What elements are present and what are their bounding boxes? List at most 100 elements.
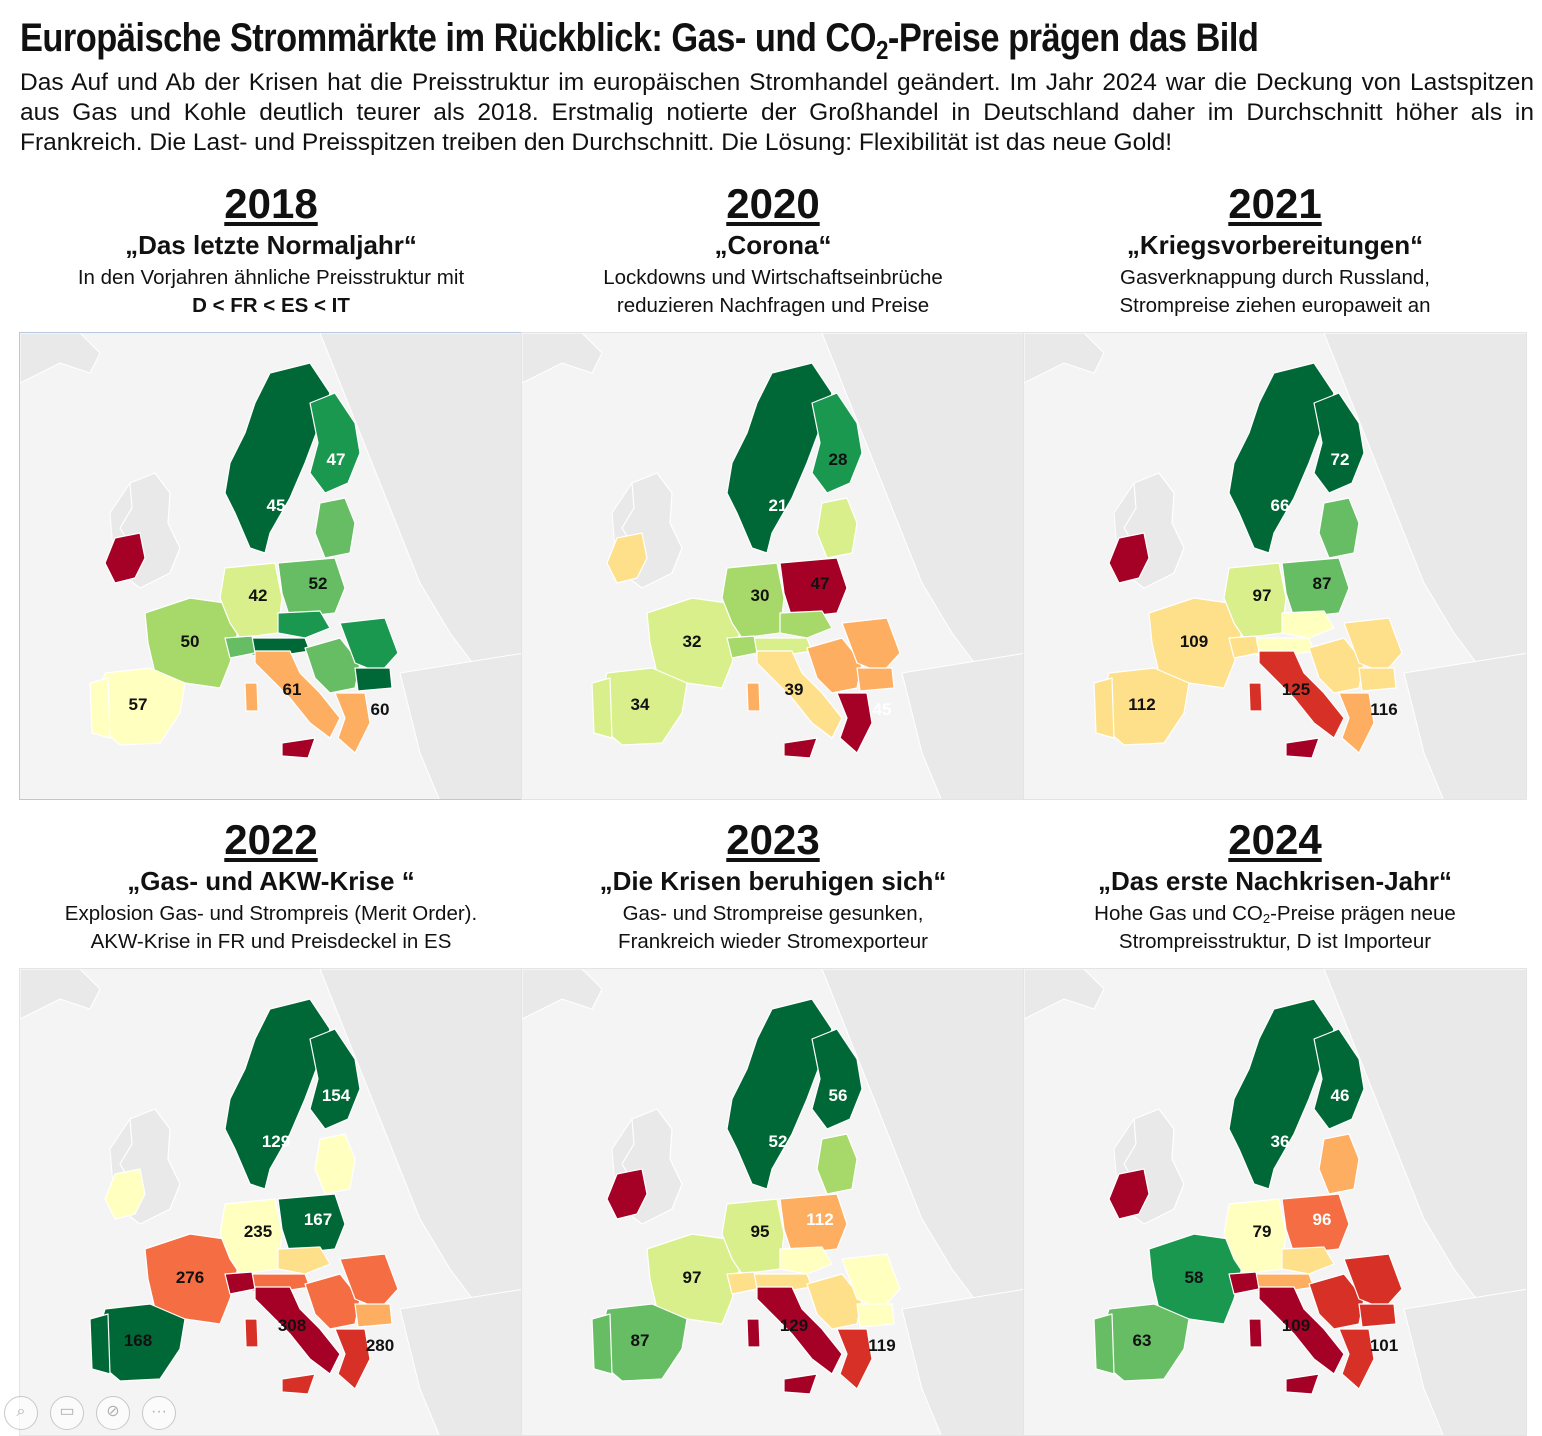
region-bg <box>1358 1303 1397 1328</box>
europe-map-svg: 56 52 95 112 97 87 129 119 <box>522 969 1024 1435</box>
panel-description-line-1: Gasverknappung durch Russland, <box>1120 266 1430 289</box>
region-sicily <box>281 737 316 759</box>
panel-year: 2022 <box>224 816 318 863</box>
price-label-fi: 154 <box>322 1086 351 1105</box>
region-pl <box>1281 1193 1350 1255</box>
region-fr <box>144 1233 241 1325</box>
region-it <box>254 1286 341 1375</box>
price-label-fi: 46 <box>1331 1086 1350 1105</box>
region-fi <box>811 1028 863 1130</box>
background-land <box>1403 652 1526 799</box>
price-label-pl: 96 <box>1313 1210 1332 1229</box>
region-fr <box>144 597 241 689</box>
background-land <box>901 1288 1024 1435</box>
region-cz <box>277 610 331 639</box>
price-label-gr: 45 <box>873 700 892 719</box>
panel-description-line-1: Explosion Gas- und Strompreis (Merit Ord… <box>64 902 478 925</box>
region-bg <box>354 667 393 692</box>
region-ie <box>606 1168 648 1220</box>
region-pt <box>591 677 613 739</box>
choropleth-map: 47 45 42 52 50 57 61 60 <box>19 332 523 800</box>
price-label-se: 36 <box>1271 1132 1290 1151</box>
price-label-es: 63 <box>1133 1331 1152 1350</box>
region-pl <box>277 557 346 619</box>
region-pt <box>1093 1313 1115 1375</box>
video-off-icon[interactable]: ⊘ <box>96 1396 130 1430</box>
region-sardinia <box>244 682 259 712</box>
price-label-fr: 32 <box>683 632 702 651</box>
price-label-de: 235 <box>244 1222 272 1241</box>
region-fi <box>309 1028 361 1130</box>
panel-subtitle: „Corona“ <box>714 230 832 260</box>
region-gr <box>1338 1328 1375 1390</box>
europe-map-svg: 154 129 235 167 276 168 308 280 <box>20 969 522 1435</box>
price-label-pl: 167 <box>304 1210 332 1229</box>
intro-text: Das Auf und Ab der Krisen hat die Preiss… <box>20 69 1534 156</box>
price-label-gr: 60 <box>371 700 390 719</box>
price-label-es: 57 <box>129 695 148 714</box>
region-sardinia <box>746 682 761 712</box>
panel-subtitle: „Das erste Nachkrisen-Jahr“ <box>1097 866 1453 896</box>
panel-description-line-1: Gas- und Strompreise gesunken, <box>622 902 924 925</box>
zoom-icon[interactable]: ⌕ <box>4 1396 38 1430</box>
region-baltic <box>1318 497 1360 559</box>
panel-description: Gas- und Strompreise gesunken, Frankreich… <box>521 900 1025 956</box>
price-label-se: 129 <box>262 1132 290 1151</box>
region-baltic <box>816 497 858 559</box>
region-fr <box>646 1233 743 1325</box>
region-it <box>1258 650 1345 739</box>
region-pl <box>1281 557 1350 619</box>
price-label-it: 125 <box>1282 680 1310 699</box>
region-fi <box>811 392 863 494</box>
region-ie <box>1108 532 1150 584</box>
region-baltic <box>816 1133 858 1195</box>
region-gr <box>334 692 371 754</box>
region-baltic <box>314 1133 356 1195</box>
panel-year: 2024 <box>1228 816 1322 863</box>
region-sardinia <box>1248 1318 1263 1348</box>
price-label-fi: 56 <box>829 1086 848 1105</box>
region-de <box>219 1198 283 1275</box>
region-de <box>721 1198 785 1275</box>
background-land <box>522 969 603 1020</box>
region-cz <box>1281 610 1335 639</box>
region-ro <box>339 1253 399 1310</box>
region-fi <box>309 392 361 494</box>
price-label-fi: 72 <box>1331 450 1350 469</box>
choropleth-map: 56 52 95 112 97 87 129 119 <box>521 968 1025 1436</box>
panel-description-line-2: Strompreisstruktur, D ist Importeur <box>1118 930 1432 953</box>
region-pl <box>779 557 848 619</box>
price-label-pl: 47 <box>811 574 830 593</box>
price-label-fr: 50 <box>181 632 200 651</box>
price-label-fr: 58 <box>1185 1268 1204 1287</box>
region-fi <box>1313 392 1365 494</box>
subtitles-icon[interactable]: ▭ <box>50 1396 84 1430</box>
price-label-gr: 119 <box>868 1336 895 1355</box>
region-balkan <box>304 637 361 694</box>
region-cz <box>1281 1246 1335 1275</box>
more-icon[interactable]: ··· <box>142 1396 176 1430</box>
background-land <box>901 652 1024 799</box>
region-fr <box>1148 597 1245 689</box>
panel-description-line-2: reduzieren Nachfragen und Preise <box>616 294 930 317</box>
region-sicily <box>1285 1373 1320 1395</box>
panel-description: Lockdowns und Wirtschaftseinbrüche reduzi… <box>521 264 1025 320</box>
price-label-gr: 116 <box>1370 700 1397 719</box>
price-label-se: 66 <box>1271 496 1290 515</box>
region-cz <box>779 610 833 639</box>
region-de <box>721 562 785 639</box>
panel-description: Explosion Gas- und Strompreis (Merit Ord… <box>19 900 523 956</box>
panel-subtitle: „Gas- und AKW-Krise “ <box>127 866 415 896</box>
price-label-gr: 280 <box>366 1336 394 1355</box>
background-land <box>522 333 603 384</box>
choropleth-map: 46 36 79 96 58 63 109 101 <box>1023 968 1527 1436</box>
region-ro <box>339 617 399 674</box>
panel-description-line-2: D < FR < ES < IT <box>192 294 350 317</box>
region-it <box>1258 1286 1345 1375</box>
region-de <box>219 562 283 639</box>
region-gr <box>836 1328 873 1390</box>
panel-description: In den Vorjahren ähnliche Preisstruktur … <box>19 264 523 320</box>
region-balkan <box>1308 1273 1365 1330</box>
price-label-pl: 87 <box>1313 574 1332 593</box>
background-land <box>20 969 101 1020</box>
